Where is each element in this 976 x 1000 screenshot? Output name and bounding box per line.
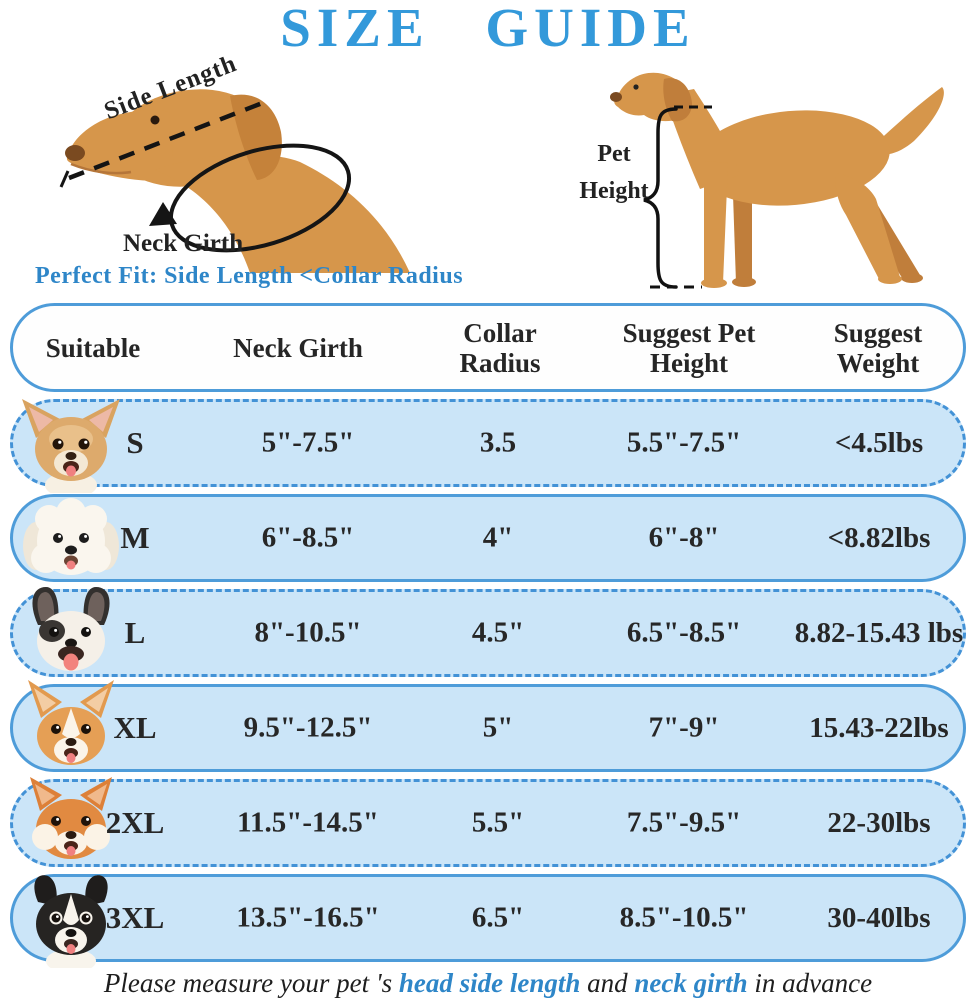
pet-height-cell: 5.5"-7.5" <box>626 426 742 459</box>
neck-girth-cell: 11.5"-14.5" <box>237 806 379 839</box>
side-length-measure-line <box>68 99 266 181</box>
table-row-size-xl: XL 9.5"-12.5" 5" 7"-9" 15.43-22lbs <box>10 680 966 772</box>
dog-eye <box>633 84 639 90</box>
table-row-size-l: L 8"-10.5" 4.5" 6.5"-8.5" 8.82-15.43 lbs <box>10 587 966 677</box>
header-weight: Suggest Weight <box>833 317 923 378</box>
neck-girth-label: Neck Girth <box>123 230 244 257</box>
collar-radius-cell: 6.5" <box>471 901 525 934</box>
collar-radius-cell: 5" <box>482 711 514 744</box>
size-cell: XL <box>113 710 157 745</box>
perfect-fit-note: Perfect Fit: Side Length <Collar Radius <box>35 263 464 289</box>
footer-text: in advance <box>747 968 873 998</box>
table-row-size-s: S 5"-7.5" 3.5 5.5"-7.5" <4.5lbs <box>10 399 966 493</box>
neck-girth-cell: 5"-7.5" <box>261 426 355 459</box>
size-cell: 3XL <box>105 900 165 935</box>
dog-nose <box>610 92 622 102</box>
header-suitable: Suitable <box>45 332 141 363</box>
header-neck-girth: Neck Girth <box>233 332 363 363</box>
border-collie-photo-icon <box>34 875 108 968</box>
standing-dog-illustration <box>610 72 944 289</box>
weight-cell: 8.82-15.43 lbs <box>794 616 964 649</box>
corgi-photo-icon <box>28 680 114 765</box>
maltese-photo-icon <box>23 498 119 575</box>
collar-radius-cell: 4.5" <box>471 616 525 649</box>
footer-highlight-side-length: head side length <box>398 968 581 998</box>
french-bulldog-photo-icon <box>32 587 110 671</box>
arrowhead-icon <box>149 202 177 226</box>
weight-cell: 30-40lbs <box>827 901 931 934</box>
dog-nose <box>65 145 85 161</box>
weight-cell: <4.5lbs <box>834 426 924 459</box>
footer-text: and <box>580 968 635 998</box>
weight-cell: <8.82lbs <box>827 521 931 554</box>
footer-text: Please measure your pet 's <box>103 968 399 998</box>
neck-girth-measure-loop <box>168 143 352 253</box>
measurement-advice-note: Please measure your pet 's head side len… <box>0 968 976 999</box>
neck-girth-cell: 6"-8.5" <box>261 521 355 554</box>
chihuahua-photo-icon <box>22 399 120 493</box>
table-row-size-m: M 6"-8.5" 4" 6"-8" <8.82lbs <box>10 494 966 582</box>
size-cell: M <box>120 520 150 555</box>
dog-tail <box>874 87 944 155</box>
pet-height-label: Pet Height <box>579 141 649 204</box>
pet-height-cell: 7"-9" <box>648 711 720 744</box>
table-row-size-3xl: 3XL 13.5"-16.5" 6.5" 8.5"-10.5" 30-40lbs <box>10 874 966 968</box>
neck-girth-cell: 13.5"-16.5" <box>236 901 380 934</box>
header-pet-height: Suggest Pet Height <box>622 317 756 378</box>
height-measurement-diagram: Pet Height <box>552 52 964 302</box>
weight-cell: 15.43-22lbs <box>809 711 949 744</box>
dog-eye <box>150 115 160 125</box>
weight-cell: 22-30lbs <box>827 806 931 839</box>
head-measurement-diagram: Side Length Neck Girth <box>55 50 425 273</box>
neck-girth-cell: 8"-10.5" <box>254 616 362 649</box>
pet-height-cell: 7.5"-9.5" <box>626 806 742 839</box>
curly-brace-icon <box>643 107 678 289</box>
page-title: SIZE GUIDE <box>280 0 696 58</box>
collar-radius-cell: 4" <box>482 521 514 554</box>
shiba-inu-photo-icon <box>30 777 112 859</box>
collar-radius-cell: 3.5 <box>479 426 517 459</box>
size-table: Suitable Neck Girth Collar Radius Sugges… <box>10 303 966 968</box>
size-cell: 2XL <box>105 805 165 840</box>
size-cell: L <box>124 615 146 650</box>
table-row-size-2xl: 2XL 11.5"-14.5" 5.5" 7.5"-9.5" 22-30lbs <box>10 777 966 867</box>
dog-ear <box>230 94 282 180</box>
collar-radius-cell: 5.5" <box>471 806 525 839</box>
size-cell: S <box>126 425 144 460</box>
pet-height-cell: 8.5"-10.5" <box>619 901 749 934</box>
pet-height-cell: 6.5"-8.5" <box>626 616 742 649</box>
header-collar-radius: Collar Radius <box>459 317 541 378</box>
pet-height-cell: 6"-8" <box>648 521 720 554</box>
dog-head-illustration <box>59 89 410 273</box>
table-header-row: Suitable Neck Girth Collar Radius Sugges… <box>10 303 966 392</box>
footer-highlight-neck-girth: neck girth <box>634 968 748 998</box>
neck-girth-cell: 9.5"-12.5" <box>243 711 373 744</box>
